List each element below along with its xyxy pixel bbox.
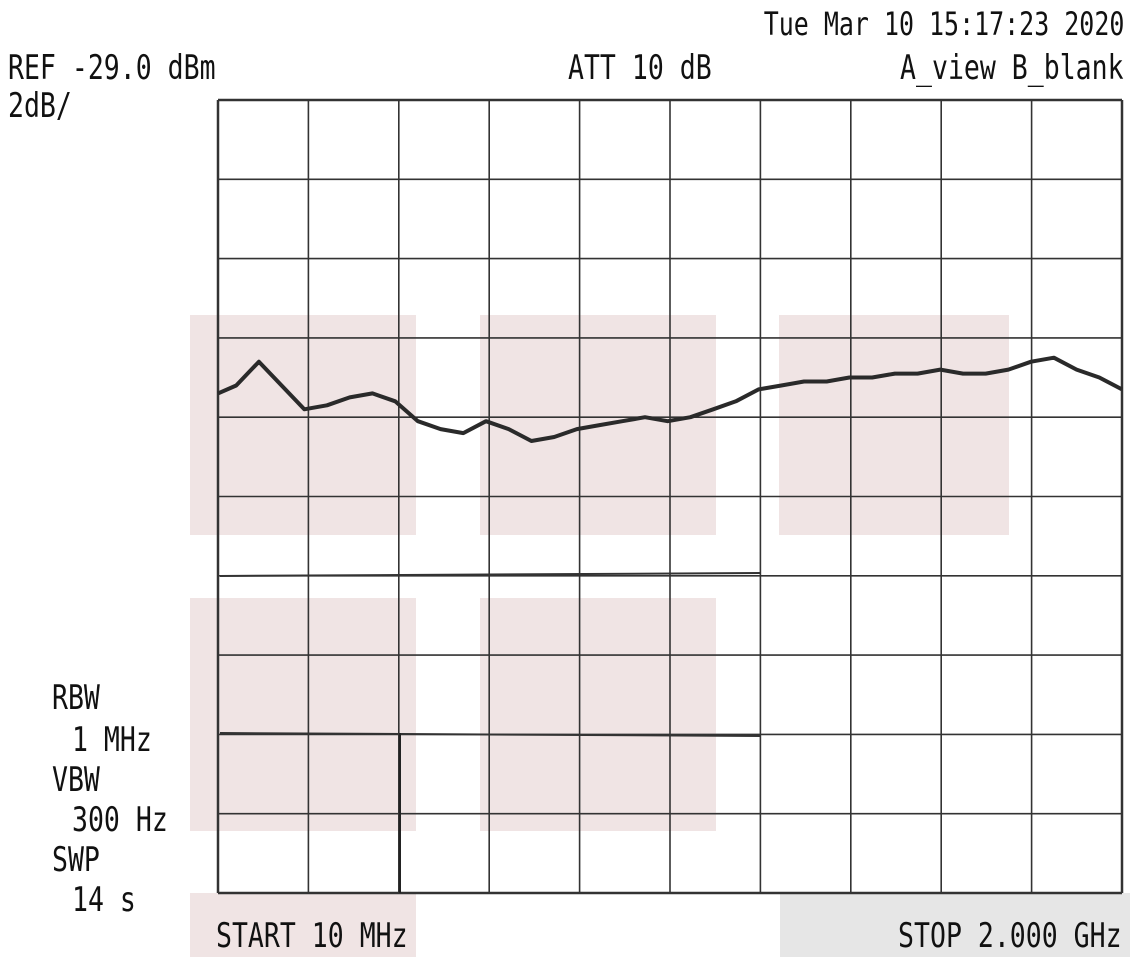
highlight-region xyxy=(480,598,716,831)
timestamp: Tue Mar 10 15:17:23 2020 xyxy=(763,5,1124,43)
highlight-region xyxy=(779,315,1009,535)
scale-per-div: 2dB/ xyxy=(8,86,72,126)
highlight-region xyxy=(190,598,416,831)
start-frequency: START 10 MHz xyxy=(216,916,408,956)
highlight-regions xyxy=(190,315,1130,957)
residual-line xyxy=(219,572,761,577)
highlight-region xyxy=(190,893,416,957)
vbw-label: VBW xyxy=(52,760,100,800)
residual-lines xyxy=(219,572,761,893)
stop-highlight-region xyxy=(780,893,1130,957)
rbw-label: RBW xyxy=(52,678,100,718)
attenuation: ATT 10 dB xyxy=(568,48,712,88)
view-mode: A_view B_blank xyxy=(900,48,1124,88)
swp-value: 14 s xyxy=(72,880,136,920)
spectrum-trace xyxy=(217,355,1123,443)
stop-frequency: STOP 2.000 GHz xyxy=(898,916,1122,956)
residual-line xyxy=(219,732,761,737)
swp-label: SWP xyxy=(52,840,100,880)
graticule xyxy=(216,98,1124,895)
vbw-value: 300 Hz xyxy=(72,800,168,840)
highlight-region xyxy=(190,315,416,535)
ref-level: REF -29.0 dBm xyxy=(8,48,216,88)
rbw-value: 1 MHz xyxy=(72,720,152,760)
